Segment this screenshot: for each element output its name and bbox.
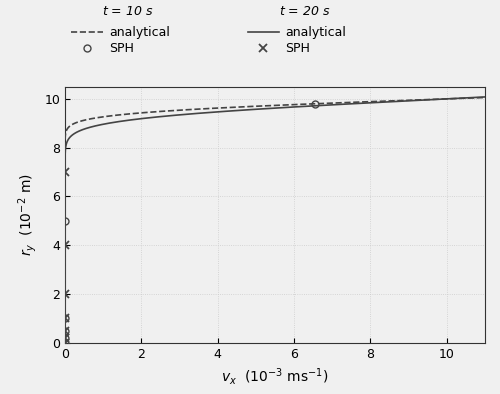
Y-axis label: $r_y$  (10$^{-2}$ m): $r_y$ (10$^{-2}$ m) — [16, 173, 38, 256]
Legend: analytical, SPH: analytical, SPH — [248, 26, 346, 56]
X-axis label: $v_x$  (10$^{-3}$ ms$^{-1}$): $v_x$ (10$^{-3}$ ms$^{-1}$) — [222, 366, 328, 387]
Text: $t$ = 10 s: $t$ = 10 s — [102, 5, 154, 18]
Text: $t$ = 20 s: $t$ = 20 s — [278, 5, 330, 18]
